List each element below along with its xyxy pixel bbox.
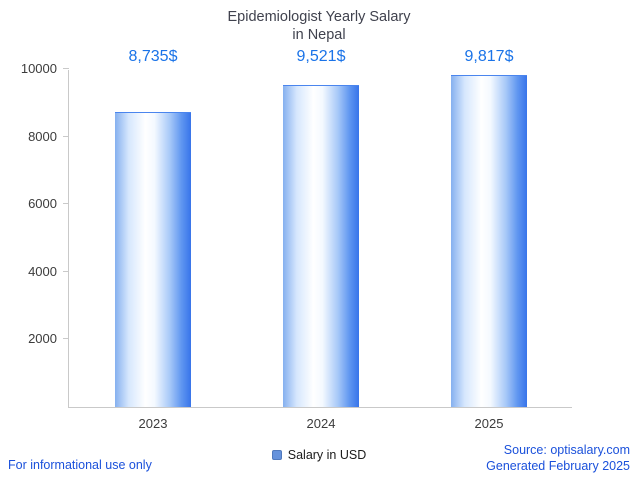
y-tick-mark bbox=[63, 135, 69, 137]
generated-date: Generated February 2025 bbox=[486, 459, 630, 473]
x-axis-label: 2025 bbox=[474, 416, 504, 431]
chart-title-line-1: Epidemiologist Yearly Salary bbox=[227, 9, 411, 25]
bar-2024 bbox=[283, 85, 359, 407]
disclaimer-text: For informational use only bbox=[8, 458, 152, 472]
chart-title-line-2: in Nepal bbox=[292, 27, 346, 43]
bar-value-label: 8,735$ bbox=[128, 48, 178, 65]
y-tick-label: 10000 bbox=[20, 61, 57, 76]
legend-swatch-icon bbox=[271, 450, 282, 460]
y-tick-label: 6000 bbox=[28, 196, 57, 212]
bar-value-label: 9,521$ bbox=[296, 48, 346, 65]
y-tick-mark bbox=[63, 270, 69, 272]
y-tick-mark bbox=[63, 203, 69, 205]
plot-area: 2000 4000 6000 8000 10000 8,735$ 2023 9,521$ 202… bbox=[21, 48, 572, 431]
y-tick-label: 2000 bbox=[28, 331, 57, 347]
y-tick-mark bbox=[63, 338, 69, 340]
x-axis-label: 2024 bbox=[306, 416, 336, 431]
chart-title: Epidemiologist Yearly Salary in Nepal bbox=[0, 8, 638, 44]
legend: Salary in USD bbox=[0, 448, 638, 462]
y-tick-label: 4000 bbox=[28, 263, 57, 279]
y-tick-label: 8000 bbox=[28, 128, 57, 144]
source-block: Source: optisalary.com Generated Februar… bbox=[486, 442, 630, 474]
x-axis-label: 2023 bbox=[138, 416, 168, 431]
bar-2025 bbox=[451, 75, 527, 407]
y-tick-mark bbox=[63, 68, 69, 69]
source-link[interactable]: Source: optisalary.com bbox=[503, 443, 630, 457]
legend-label: Salary in USD bbox=[287, 448, 367, 462]
bar-2023 bbox=[115, 111, 191, 407]
bar-value-label: 9,817$ bbox=[464, 48, 514, 65]
